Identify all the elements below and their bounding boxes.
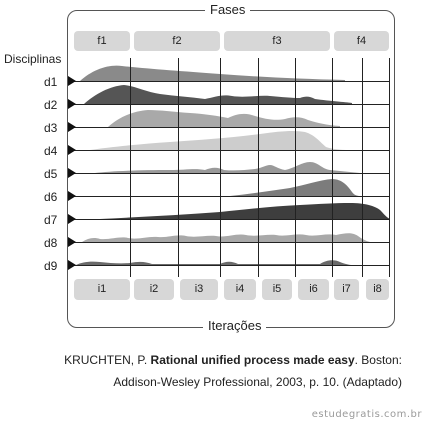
- iteration-tab-i4: i4: [224, 279, 256, 300]
- discipline-label-d8: d8: [44, 236, 58, 250]
- arrow-d3: [68, 122, 76, 132]
- iteration-tab-i7: i7: [334, 279, 359, 300]
- citation-author: KRUCHTEN, P.: [64, 353, 151, 367]
- discipline-label-d3: d3: [44, 121, 58, 135]
- arrow-d1: [68, 76, 76, 86]
- hump-d8: [82, 233, 370, 242]
- arrow-d6: [68, 191, 76, 201]
- discipline-humps: [76, 65, 390, 265]
- discipline-label-d5: d5: [44, 167, 58, 181]
- iteration-tab-i8: i8: [366, 279, 389, 300]
- arrow-d9: [68, 260, 76, 270]
- arrow-d5: [68, 168, 76, 178]
- discipline-label-d9: d9: [44, 259, 58, 273]
- hump-d2: [84, 85, 352, 104]
- citation-place: . Boston:: [354, 353, 402, 367]
- phase-tab-f1: f1: [74, 31, 130, 51]
- hump-d7: [100, 203, 390, 219]
- iteration-tab-i2: i2: [134, 279, 174, 300]
- discipline-label-d7: d7: [44, 213, 58, 227]
- iteration-tab-i6: i6: [298, 279, 329, 300]
- watermark: estudegratis.com.br: [311, 409, 422, 420]
- discipline-label-d4: d4: [44, 144, 58, 158]
- discipline-lines: [70, 81, 389, 266]
- discipline-label-d2: d2: [44, 98, 58, 112]
- iteration-lines: [130, 58, 390, 277]
- iteration-tab-i1: i1: [74, 279, 130, 300]
- citation-line-1: KRUCHTEN, P. Rational unified process ma…: [0, 353, 402, 367]
- discipline-label-d6: d6: [44, 190, 58, 204]
- iteration-tab-i3: i3: [180, 279, 218, 300]
- iterations-title: Iterações: [203, 319, 267, 333]
- citation-book-title: Rational unified process made easy: [150, 353, 355, 367]
- hump-d1: [80, 65, 345, 81]
- phase-tab-f2: f2: [134, 31, 220, 51]
- hump-d3: [108, 110, 340, 127]
- citation-line-2: Addison-Wesley Professional, 2003, p. 10…: [113, 375, 402, 389]
- arrow-d4: [68, 145, 76, 155]
- hump-d5: [95, 162, 360, 173]
- disciplines-title: Disciplinas: [4, 52, 62, 66]
- phase-tab-f3: f3: [224, 31, 330, 51]
- hump-d9: [76, 260, 352, 265]
- phase-tab-f4: f4: [334, 31, 389, 51]
- arrow-d7: [68, 214, 76, 224]
- iteration-tab-i5: i5: [262, 279, 292, 300]
- phases-title: Fases: [205, 3, 251, 17]
- arrow-d2: [68, 99, 76, 109]
- discipline-label-d1: d1: [44, 75, 58, 89]
- arrow-d8: [68, 237, 76, 247]
- row-arrows: [68, 76, 76, 270]
